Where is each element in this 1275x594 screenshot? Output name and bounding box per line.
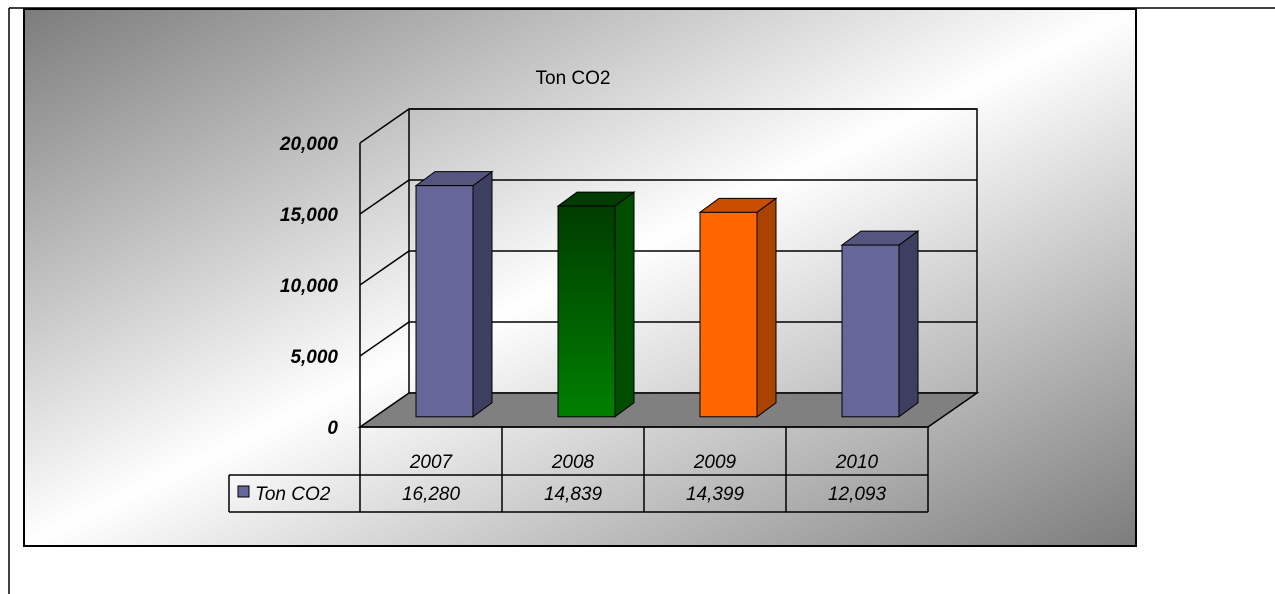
x-tick-label: 2010: [835, 452, 879, 473]
data-table-value: 12,093: [828, 484, 887, 505]
bar: [415, 185, 474, 418]
bar-side: [898, 230, 919, 418]
data-table-value: 14,399: [686, 484, 745, 505]
y-tick-label: 10,000: [280, 276, 339, 297]
data-table-value: 14,839: [544, 484, 603, 505]
x-tick-label: 2009: [693, 452, 737, 473]
bar-side: [614, 191, 635, 418]
gridline-side: [359, 321, 410, 357]
bar-side: [472, 170, 493, 418]
x-tick-label: 2008: [551, 452, 595, 473]
bar: [699, 211, 758, 418]
data-table-value: 16,280: [402, 484, 461, 505]
y-tick-label: 0: [327, 418, 338, 439]
y-tick-label: 15,000: [280, 205, 339, 226]
y-tick-label: 20,000: [279, 134, 339, 155]
x-tick-label: 2007: [409, 452, 454, 473]
bar: [841, 244, 900, 418]
gridline-side: [359, 108, 410, 144]
legend-label: Ton CO2: [255, 484, 331, 505]
gridline-side: [359, 250, 410, 286]
plot-area: 0 5,000 10,000 15,000 20,000 2007 2008 2009 2010…: [228, 108, 980, 513]
chart-title: Ton CO2: [536, 68, 611, 89]
y-tick-label: 5,000: [290, 347, 338, 368]
gridline-side: [359, 179, 410, 215]
bar-side: [756, 197, 777, 418]
legend-key: [237, 485, 250, 498]
bar: [557, 205, 616, 418]
